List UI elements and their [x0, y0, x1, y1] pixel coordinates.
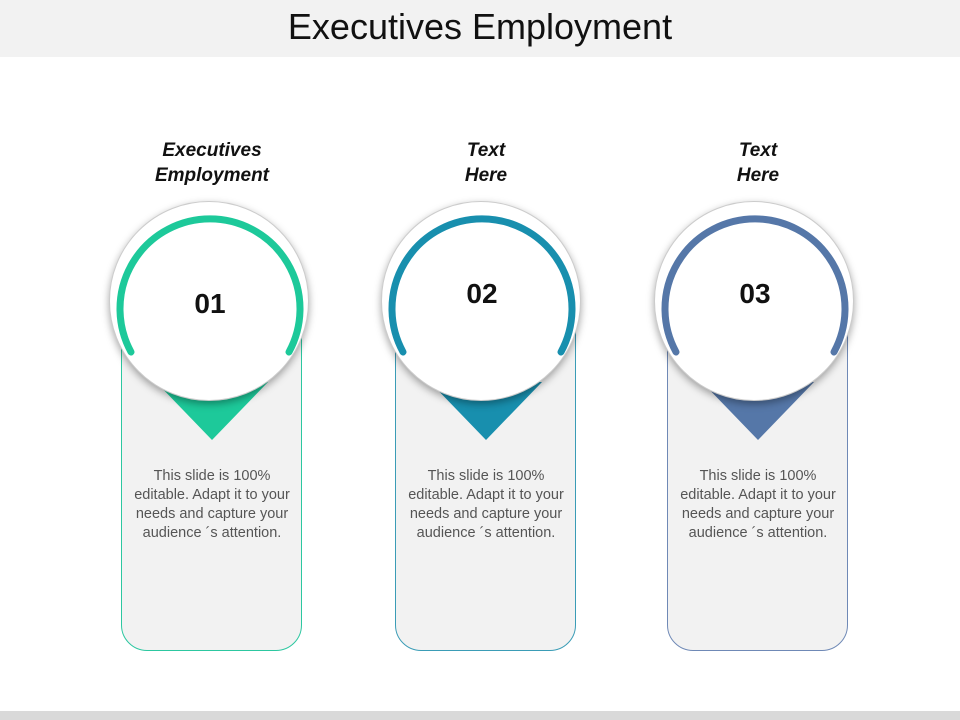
- item-1-number: 01: [194, 288, 226, 319]
- item-2-heading-line2: Here: [464, 165, 508, 186]
- item-3-number: 03: [739, 278, 771, 309]
- slide-title: Executives Employment: [287, 6, 673, 47]
- bottom-bar: [0, 711, 960, 720]
- item-2-number-circle: 02: [381, 201, 581, 401]
- item-2-heading: Text Here: [386, 138, 586, 188]
- item-1-heading: Executives Employment: [112, 138, 312, 188]
- item-3-progress-ring: [661, 215, 849, 356]
- item-2-heading-line1: Text: [466, 140, 506, 161]
- item-3-heading-line2: Here: [736, 165, 780, 186]
- item-3-heading-line1: Text: [738, 140, 778, 161]
- item-1-progress-ring: [116, 215, 304, 356]
- item-1-heading-line1: Executives: [162, 140, 262, 161]
- item-2-number: 02: [466, 278, 498, 309]
- title-bar: [0, 0, 960, 57]
- item-2-progress-ring: [388, 215, 576, 356]
- item-1-description: This slide is 100% editable. Adapt it to…: [134, 468, 290, 541]
- item-3-description: This slide is 100% editable. Adapt it to…: [680, 468, 836, 541]
- item-1-heading-line2: Employment: [154, 165, 270, 186]
- item-3-heading: Text Here: [658, 138, 858, 188]
- item-2-description: This slide is 100% editable. Adapt it to…: [408, 468, 564, 541]
- item-1-number-circle: 01: [109, 201, 309, 401]
- item-3-number-circle: 03: [654, 201, 854, 401]
